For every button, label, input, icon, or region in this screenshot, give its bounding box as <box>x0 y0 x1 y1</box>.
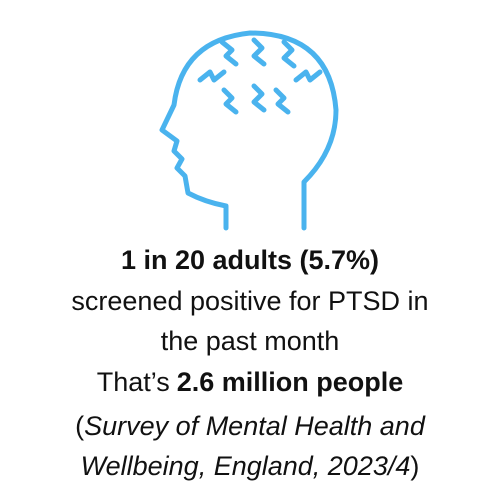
impact-line: That’s 2.6 million people <box>0 362 500 402</box>
source-title: Wellbeing, England, 2023/4 <box>80 451 411 481</box>
source-close: ) <box>410 451 420 481</box>
impact-prefix: That’s <box>96 367 170 397</box>
head-outline <box>159 30 339 231</box>
head-icon <box>159 30 339 231</box>
source-line: Wellbeing, England, 2023/4) <box>0 446 500 486</box>
detail-line: the past month <box>160 326 340 356</box>
detail-line: screened positive for PTSD in <box>71 286 429 316</box>
stress-marks <box>197 37 323 115</box>
headline: 1 in 20 adults (5.7%) <box>120 245 380 275</box>
source-title: Survey of Mental Health and <box>84 411 425 441</box>
source-open: ( <box>75 411 85 441</box>
impact-emphasis: 2.6 million people <box>176 367 404 397</box>
source-line: (Survey of Mental Health and <box>0 406 500 446</box>
